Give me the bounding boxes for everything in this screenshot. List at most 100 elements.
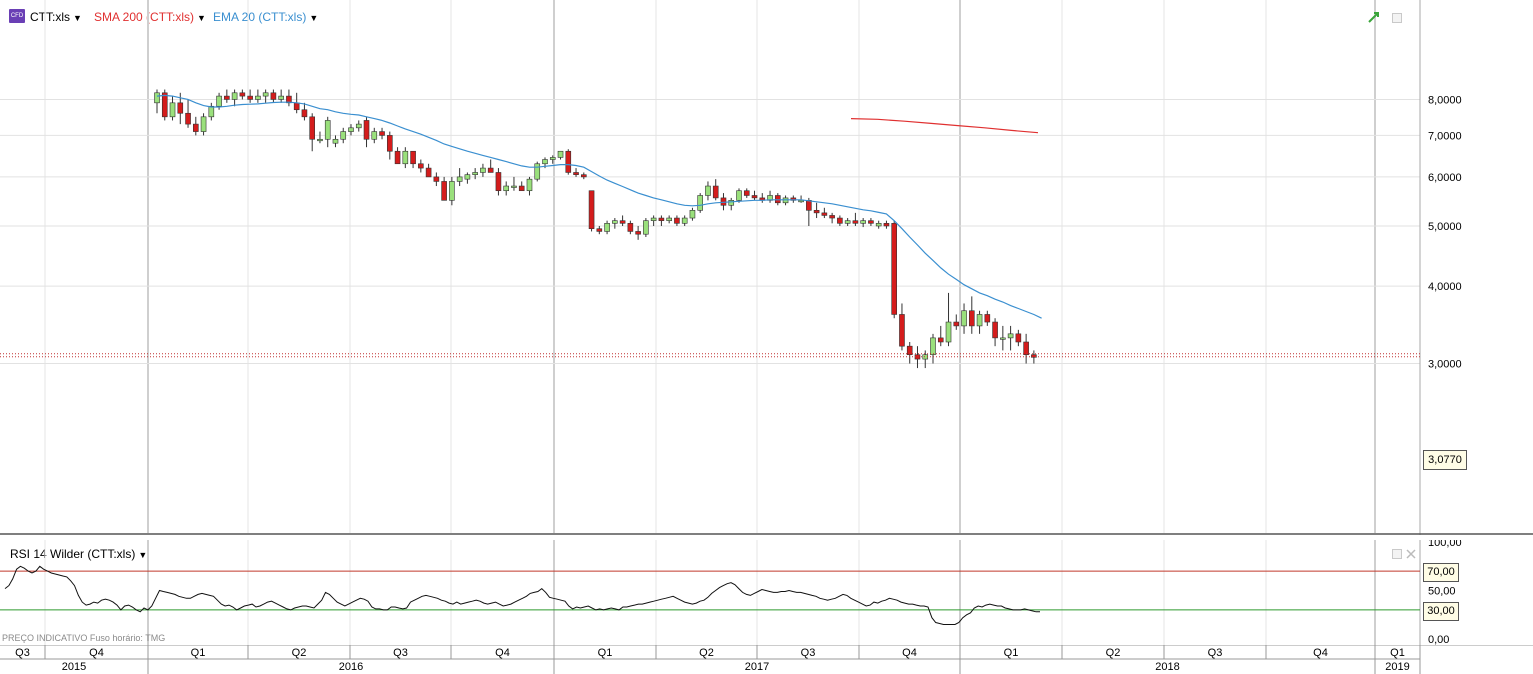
candle-down [627,223,634,232]
candle-down [487,167,494,173]
candle-down [619,220,626,224]
candle-down [868,220,874,224]
candle-down [1023,341,1029,356]
candle-down [363,120,370,140]
price-tick-label: 3,0000 [1428,359,1462,371]
candle-up [472,172,478,175]
candle-down [914,354,921,360]
candle-down [852,220,859,224]
candle-up [542,159,548,165]
chevron-down-icon: ▼ [309,13,319,23]
candle-up [402,150,409,165]
candle-down [309,116,316,140]
cfd-badge-icon: CFD [9,9,25,23]
candle-down [441,181,447,201]
quarter-label: Q3 [393,647,408,659]
close-icon[interactable] [1406,549,1416,559]
candle-down [596,228,603,232]
candle-down [712,185,719,199]
candle-up [681,217,688,224]
candle-up [961,310,967,327]
candle-up [922,354,929,360]
candle-down [425,167,432,178]
quarter-label: Q1 [598,647,613,659]
rsi-chart[interactable]: 100,00 50,00 0,00 [0,540,1533,645]
candle-down [293,102,300,111]
candle-down [286,95,292,104]
candle-down [829,215,835,219]
candle-up [449,181,455,201]
candle-up [200,116,207,132]
candle-up [255,95,261,100]
candle-up [860,220,866,224]
year-label: 2017 [745,661,769,673]
chevron-down-icon: ▼ [197,13,206,23]
rsi-selector[interactable]: RSI 14 Wilder (CTT:xls) ▼ [10,547,147,561]
candle-down [743,190,750,196]
candle-down [433,176,440,182]
candle-down [301,109,308,118]
candle-up [875,223,882,227]
candle-up [1000,337,1006,340]
candle-down [247,95,253,100]
price-tick-label: 6,0000 [1428,172,1462,184]
candle-up [154,92,160,104]
candle-up [332,138,339,144]
candle-down [239,92,246,97]
candle-up [1007,333,1014,339]
candle-up [930,337,936,356]
year-label: 2016 [339,661,363,673]
candle-down [573,172,579,175]
candle-up [208,105,215,118]
price-chart[interactable]: 8,0000 7,0000 6,0000 5,0000 4,0000 3,0000 [0,0,1533,540]
sma-legend[interactable]: SMA 200 (CTT:xls) ▼ [94,10,206,24]
candle-up [945,321,952,343]
candle-up [355,123,362,129]
quarter-label: Q2 [699,647,714,659]
symbol-selector[interactable]: CTT:xls ▼ [30,10,82,24]
candle-up [231,92,238,100]
candle-down [161,92,168,118]
candle-up [480,167,486,173]
chevron-down-icon: ▼ [73,13,82,23]
candle-up [340,131,347,140]
quarter-label: Q1 [191,647,206,659]
candle-up [262,92,269,97]
candle-down [953,321,960,327]
candle-down [565,150,572,173]
maximize-icon[interactable] [1392,13,1402,23]
candle-up [278,95,284,100]
candle-up [317,138,323,142]
quarter-label: Q4 [902,647,917,659]
ema-legend[interactable]: EMA 20 (CTT:xls) ▼ [213,10,318,24]
candle-down [968,310,975,327]
price-tick-label: 4,0000 [1428,281,1462,293]
ema-label: EMA 20 (CTT:xls) [213,10,307,24]
candle-down [937,337,944,343]
candle-down [185,112,191,125]
time-axis: Q3 Q4 Q1 Q2 Q3 Q4 Q1 Q2 Q3 Q4 Q1 Q2 Q3 Q4 Q1 2015 2016 20… [0,645,1533,674]
trend-arrow-icon[interactable] [1368,11,1380,23]
candle-down [992,321,998,339]
price-tick-label: 7,0000 [1428,130,1462,142]
rsi-tick-label: 100,00 [1428,540,1462,549]
quarter-label: Q3 [801,647,816,659]
candle-down [774,195,781,204]
rsi-upper-tag: 70,00 [1423,563,1459,582]
rsi-title-label: RSI 14 Wilder (CTT:xls) [10,547,136,561]
sma200-line [850,118,1039,134]
candle-up [728,200,735,206]
candle-down [891,223,898,315]
maximize-icon[interactable] [1392,549,1402,559]
candle-up [736,190,742,201]
quarter-label: Q4 [1313,647,1328,659]
candle-up [705,185,711,196]
year-label: 2015 [62,661,86,673]
candle-down [379,131,385,136]
last-price-tag: 3,0770 [1423,450,1467,470]
quarter-label: Q4 [89,647,104,659]
candle-down [635,231,641,235]
candle-up [844,220,851,224]
quarter-label: Q1 [1004,647,1019,659]
chevron-down-icon: ▼ [138,550,148,560]
